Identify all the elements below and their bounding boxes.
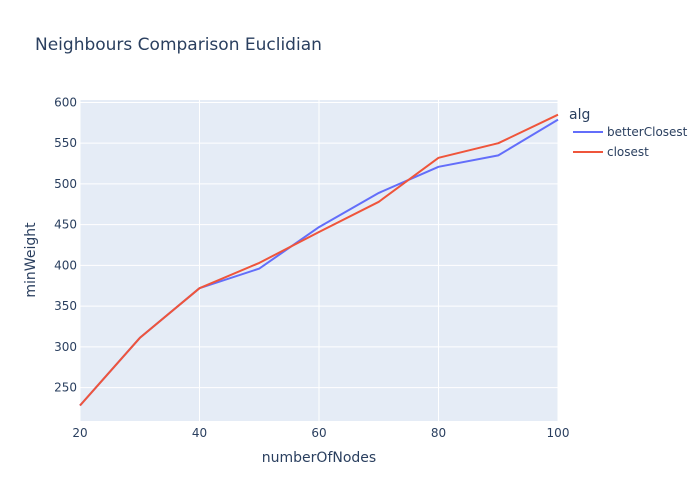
- chart-title: Neighbours Comparison Euclidian: [35, 35, 322, 55]
- y-tick-label: 350: [54, 299, 77, 313]
- x-axis-label: numberOfNodes: [262, 450, 376, 466]
- y-tick-label: 550: [54, 136, 77, 150]
- y-tick-label: 300: [54, 340, 77, 354]
- x-tick-label: 80: [431, 426, 446, 440]
- series-layer: [79, 113, 559, 407]
- y-axis-ticks: 250 300 350 400 450 500 550 600: [54, 95, 77, 394]
- x-tick-label: 20: [72, 426, 87, 440]
- y-tick-label: 400: [54, 258, 77, 272]
- y-tick-label: 500: [54, 177, 77, 191]
- x-tick-label: 40: [192, 426, 207, 440]
- legend-label: closest: [607, 145, 649, 159]
- y-tick-label: 450: [54, 218, 77, 232]
- y-tick-label: 600: [54, 95, 77, 109]
- legend-title: alg: [569, 107, 590, 123]
- legend: alg betterClosest closest: [569, 107, 688, 159]
- x-tick-label: 60: [311, 426, 326, 440]
- y-tick-label: 250: [54, 381, 77, 395]
- y-axis-label: minWeight: [23, 222, 39, 298]
- legend-label: betterClosest: [607, 125, 688, 139]
- x-axis-ticks: 20 40 60 80 100: [72, 426, 569, 440]
- series-line-closest: [79, 113, 559, 407]
- grid-lines: [79, 100, 559, 421]
- x-tick-label: 100: [547, 426, 570, 440]
